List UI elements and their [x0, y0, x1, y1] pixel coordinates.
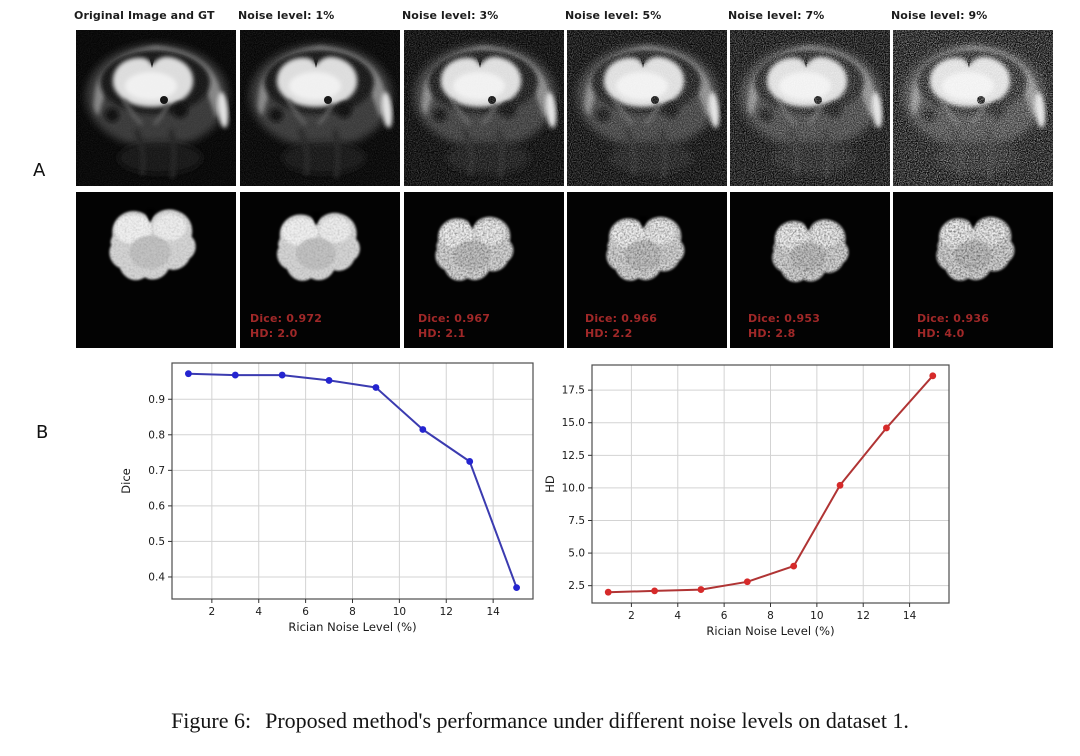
mask-tile	[567, 192, 727, 348]
mask-tile	[893, 192, 1053, 348]
mask-tile	[240, 192, 400, 348]
panel-b-label: B	[36, 422, 49, 443]
column-title: Noise level: 3%	[402, 9, 499, 22]
svg-text:2.5: 2.5	[568, 580, 585, 592]
mri-tile	[567, 30, 727, 186]
mask-tile	[730, 192, 890, 348]
column-title: Noise level: 1%	[238, 9, 335, 22]
dice-hd-annotation: Dice: 0.972 HD: 2.0	[250, 311, 400, 341]
svg-text:Rician Noise Level (%): Rician Noise Level (%)	[706, 624, 834, 638]
column-title: Original Image and GT	[74, 9, 215, 22]
svg-text:HD: HD	[545, 475, 557, 493]
caption-text: Proposed method's performance under diff…	[265, 708, 909, 733]
segmentation-mask	[404, 192, 564, 348]
svg-text:Rician Noise Level (%): Rician Noise Level (%)	[288, 620, 416, 634]
mri-image	[240, 30, 400, 186]
hd-line-chart: 2 4 6 8 10 12 14 2.5 5.0 7.5 10.0 12.5 15.0 17.5 Ricia…	[545, 356, 990, 644]
dice-hd-annotation: Dice: 0.967 HD: 2.1	[418, 311, 568, 341]
svg-text:5.0: 5.0	[568, 548, 585, 560]
segmentation-mask	[240, 192, 400, 348]
svg-text:10: 10	[393, 606, 406, 618]
mri-image	[730, 30, 890, 186]
svg-text:0.5: 0.5	[148, 536, 165, 548]
hd-value: HD: 2.2	[585, 327, 633, 340]
svg-text:12: 12	[440, 606, 453, 618]
mri-image	[893, 30, 1053, 186]
hd-value: HD: 2.0	[250, 327, 298, 340]
dice-value: Dice: 0.972	[250, 312, 323, 325]
segmentation-mask	[567, 192, 727, 348]
dice-value: Dice: 0.936	[917, 312, 990, 325]
dice-value: Dice: 0.966	[585, 312, 658, 325]
segmentation-mask	[730, 192, 890, 348]
mask-tile	[404, 192, 564, 348]
mri-tile	[893, 30, 1053, 186]
mri-tile	[240, 30, 400, 186]
hd-value: HD: 4.0	[917, 327, 965, 340]
svg-text:17.5: 17.5	[562, 385, 585, 397]
hd-value: HD: 2.1	[418, 327, 466, 340]
svg-text:0.4: 0.4	[148, 571, 165, 583]
dice-hd-annotation: Dice: 0.936 HD: 4.0	[917, 311, 1067, 341]
dice-hd-annotation: Dice: 0.966 HD: 2.2	[585, 311, 735, 341]
segmentation-mask	[893, 192, 1053, 348]
svg-text:8: 8	[349, 606, 356, 618]
svg-text:4: 4	[255, 606, 262, 618]
mri-tile	[76, 30, 236, 186]
svg-text:6: 6	[302, 606, 309, 618]
dice-value: Dice: 0.967	[418, 312, 491, 325]
segmentation-mask	[76, 192, 236, 348]
mri-image	[76, 30, 236, 186]
mask-tile	[76, 192, 236, 348]
column-title: Noise level: 7%	[728, 9, 825, 22]
figure-caption: Figure 6: Proposed method's performance u…	[0, 708, 1080, 734]
column-title: Noise level: 9%	[891, 9, 988, 22]
caption-label: Figure 6:	[171, 708, 252, 733]
dice-value: Dice: 0.953	[748, 312, 821, 325]
svg-text:10: 10	[810, 610, 823, 622]
mri-image	[567, 30, 727, 186]
svg-text:6: 6	[721, 610, 728, 622]
svg-text:2: 2	[628, 610, 635, 622]
svg-text:0.7: 0.7	[148, 465, 165, 477]
svg-text:15.0: 15.0	[562, 417, 585, 429]
svg-text:7.5: 7.5	[568, 515, 585, 527]
mri-tile	[730, 30, 890, 186]
mri-tile	[404, 30, 564, 186]
column-title: Noise level: 5%	[565, 9, 662, 22]
panel-a-label: A	[33, 160, 46, 181]
svg-text:2: 2	[209, 606, 216, 618]
svg-text:12: 12	[857, 610, 870, 622]
mri-image	[404, 30, 564, 186]
svg-text:12.5: 12.5	[562, 450, 585, 462]
svg-text:Dice: Dice	[119, 468, 133, 493]
svg-text:0.9: 0.9	[148, 394, 165, 406]
svg-text:0.6: 0.6	[148, 500, 165, 512]
dice-hd-annotation: Dice: 0.953 HD: 2.8	[748, 311, 898, 341]
hd-value: HD: 2.8	[748, 327, 796, 340]
svg-text:10.0: 10.0	[562, 482, 585, 494]
svg-text:4: 4	[674, 610, 681, 622]
dice-line-chart: 2 4 6 8 10 12 14 0.4 0.5 0.6 0.7 0.8 0.9 Rician Noise…	[95, 356, 540, 644]
svg-text:8: 8	[767, 610, 774, 622]
svg-text:14: 14	[486, 606, 500, 618]
svg-text:14: 14	[903, 610, 917, 622]
svg-text:0.8: 0.8	[148, 429, 165, 441]
